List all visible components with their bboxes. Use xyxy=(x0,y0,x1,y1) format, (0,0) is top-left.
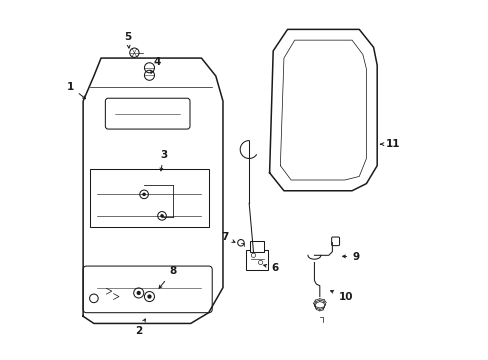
FancyBboxPatch shape xyxy=(105,98,190,129)
Text: 6: 6 xyxy=(263,263,278,273)
Text: 1: 1 xyxy=(67,82,85,99)
Circle shape xyxy=(160,214,163,218)
Text: 8: 8 xyxy=(159,266,176,288)
Text: 11: 11 xyxy=(380,139,400,149)
FancyBboxPatch shape xyxy=(90,169,208,226)
Circle shape xyxy=(142,193,145,196)
FancyBboxPatch shape xyxy=(331,237,339,246)
Circle shape xyxy=(147,294,151,299)
FancyBboxPatch shape xyxy=(83,266,212,313)
FancyBboxPatch shape xyxy=(249,241,264,252)
Circle shape xyxy=(136,291,141,295)
Text: 10: 10 xyxy=(330,291,352,302)
FancyBboxPatch shape xyxy=(245,250,267,270)
Text: 4: 4 xyxy=(151,57,160,73)
Text: 3: 3 xyxy=(160,150,167,171)
Text: 2: 2 xyxy=(135,319,145,336)
Text: 5: 5 xyxy=(124,32,131,48)
Text: 7: 7 xyxy=(221,232,234,242)
Text: 9: 9 xyxy=(342,252,359,262)
